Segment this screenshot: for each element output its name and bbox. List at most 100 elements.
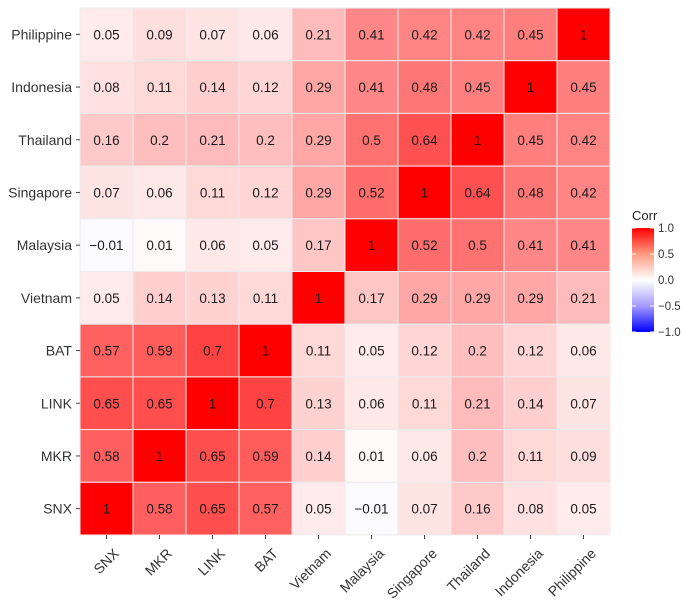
heatmap-value-label: 0.06 [411, 449, 437, 464]
heatmap-value-label: 0.52 [411, 238, 437, 253]
x-axis-tick-label: LINK [195, 545, 229, 579]
heatmap-cell [79, 481, 134, 536]
y-axis-tick-label: MKR [41, 448, 72, 464]
heatmap-cell [79, 7, 134, 62]
heatmap-value-label: 0.07 [93, 185, 119, 200]
heatmap-value-label: 1 [368, 238, 376, 253]
heatmap-value-label: 0.06 [252, 27, 278, 42]
heatmap-value-label: 0.07 [411, 502, 437, 517]
heatmap-cell [238, 481, 293, 536]
heatmap-value-label: 0.11 [412, 396, 437, 411]
y-axis-tick-label: Philippine [11, 26, 72, 42]
heatmap-value-label: 0.48 [517, 185, 543, 200]
heatmap-value-label: 0.29 [464, 291, 490, 306]
heatmap-value-label: 0.16 [93, 133, 119, 148]
heatmap-value-label: 0.06 [199, 238, 225, 253]
heatmap-value-label: 0.06 [146, 185, 172, 200]
y-axis-tick-label: BAT [46, 343, 73, 359]
heatmap-cell [79, 218, 134, 273]
heatmap-value-label: 0.14 [199, 80, 226, 95]
heatmap-value-label: 1 [156, 449, 164, 464]
heatmap-value-label: 1 [103, 502, 111, 517]
heatmap-cell [185, 218, 240, 273]
heatmap-value-label: 0.09 [146, 27, 172, 42]
heatmap-value-label: 0.05 [570, 502, 596, 517]
heatmap-cell [291, 323, 346, 378]
heatmap-value-label: 0.65 [146, 396, 172, 411]
heatmap-cell [556, 271, 611, 325]
heatmap-cell [397, 323, 452, 378]
heatmap-value-label: 0.45 [517, 133, 543, 148]
heatmap-cell [450, 60, 505, 114]
heatmap-value-label: 0.5 [362, 133, 381, 148]
heatmap-cell [503, 481, 558, 536]
heatmap-cell [344, 429, 399, 483]
x-axis-tick-label: SNX [90, 545, 122, 577]
heatmap-cell [556, 429, 611, 483]
heatmap-value-label: 0.11 [306, 344, 331, 359]
heatmap-value-label: 0.17 [358, 291, 384, 306]
x-axis-tick-label: Thailand [444, 545, 493, 594]
heatmap-value-label: 0.41 [358, 80, 384, 95]
legend-tick-label: −0.5 [658, 301, 681, 313]
heatmap-value-label: 0.7 [256, 396, 275, 411]
heatmap-cell [450, 165, 505, 220]
heatmap-value-label: 0.59 [146, 344, 172, 359]
heatmap-value-label: 0.01 [358, 449, 384, 464]
heatmap-value-label: 0.41 [570, 238, 596, 253]
heatmap-value-label: 0.59 [252, 449, 278, 464]
heatmap-cells [79, 7, 611, 536]
heatmap-cell [503, 7, 558, 62]
heatmap-value-label: 0.42 [464, 27, 490, 42]
heatmap-value-label: 1 [421, 185, 429, 200]
heatmap-value-label: 0.45 [464, 80, 490, 95]
heatmap-value-label: 1 [527, 80, 535, 95]
x-axis-tick-label: Philippine [545, 545, 599, 599]
heatmap-value-label: 0.45 [517, 27, 543, 42]
heatmap-value-label: 0.65 [93, 396, 119, 411]
heatmap-cell [450, 323, 505, 378]
y-axis-tick-label: Indonesia [11, 79, 72, 95]
heatmap-cell [556, 481, 611, 536]
heatmap-cell [185, 376, 240, 431]
heatmap-value-label: 0.42 [411, 27, 437, 42]
heatmap-cell [503, 429, 558, 483]
heatmap-value-label: 0.12 [252, 185, 278, 200]
heatmap-cell [185, 481, 240, 536]
heatmap-cell [79, 112, 134, 167]
heatmap-value-label: 0.2 [468, 344, 487, 359]
heatmap-value-label: 1 [580, 27, 588, 42]
heatmap-value-label: 0.05 [305, 502, 331, 517]
heatmap-value-label: 0.45 [570, 80, 596, 95]
heatmap-value-label: 0.64 [464, 185, 491, 200]
heatmap-value-label: 1 [262, 344, 270, 359]
heatmap-value-label: −0.01 [89, 238, 123, 253]
heatmap-value-label: 0.05 [252, 238, 278, 253]
heatmap-cell [132, 481, 187, 536]
heatmap-value-label: 0.2 [256, 133, 275, 148]
heatmap-value-label: 0.65 [199, 449, 225, 464]
heatmap-value-label: 0.05 [93, 291, 119, 306]
heatmap-value-label: 0.64 [411, 133, 438, 148]
heatmap-cell [450, 7, 505, 62]
heatmap-value-label: 0.11 [253, 291, 278, 306]
heatmap-value-label: 0.29 [305, 133, 331, 148]
heatmap-cell [291, 429, 346, 483]
heatmap-value-label: 0.52 [358, 185, 384, 200]
heatmap-cell [291, 60, 346, 114]
heatmap-cell [291, 112, 346, 167]
heatmap-cell [556, 218, 611, 273]
heatmap-value-label: 0.21 [305, 27, 331, 42]
heatmap-cell [132, 7, 187, 62]
y-axis-tick-label: Singapore [8, 184, 72, 200]
heatmap-cell [344, 376, 399, 431]
heatmap-value-label: 0.07 [570, 396, 596, 411]
heatmap-cell [344, 112, 399, 167]
heatmap-cell [556, 165, 611, 220]
heatmap-cell [397, 218, 452, 273]
heatmap-value-label: 0.57 [93, 344, 119, 359]
heatmap-cell [344, 218, 399, 273]
heatmap-cell [450, 218, 505, 273]
heatmap-value-label: 0.57 [252, 502, 278, 517]
